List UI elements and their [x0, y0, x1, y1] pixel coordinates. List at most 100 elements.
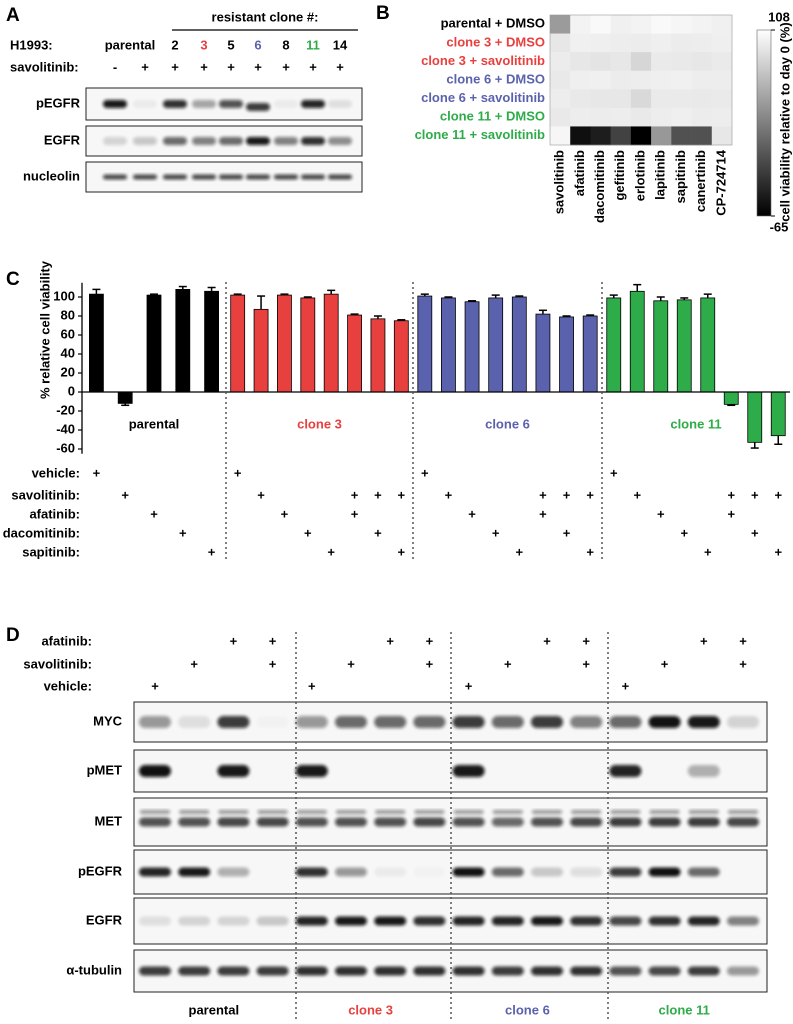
treatment-mark: + — [327, 544, 335, 559]
blot-band — [274, 100, 298, 108]
row-label: clone 11 + savolitinib — [415, 127, 545, 142]
treatment-label: savolitinib: — [11, 487, 80, 502]
group-label: clone 6 — [505, 1002, 550, 1017]
heatmap-cell — [691, 33, 713, 53]
blot-band — [374, 966, 407, 976]
blot-label: pEGFR — [78, 863, 123, 878]
heatmap-cell — [570, 33, 591, 53]
lane-label: 2 — [171, 37, 178, 52]
blot-band — [336, 810, 366, 814]
treatment-mark: + — [426, 633, 434, 648]
treatment-label: vehicle: — [32, 465, 80, 480]
blot-band — [687, 765, 720, 777]
blot-band — [727, 966, 759, 976]
heatmap-cell — [570, 70, 591, 90]
column-label: canertinib — [693, 150, 708, 212]
treatment-mark: + — [704, 544, 712, 559]
blot-band — [609, 966, 642, 976]
error-bar — [538, 309, 547, 315]
heatmap-cell — [590, 126, 611, 146]
blot-band — [687, 716, 720, 728]
heatmap-cell — [570, 89, 591, 109]
heatmap-cell — [651, 89, 672, 109]
heatmap-cell — [570, 107, 591, 127]
treatment-mark: + — [516, 544, 524, 559]
error-bar — [656, 296, 665, 301]
bar — [323, 293, 339, 393]
heatmap-cell — [671, 126, 692, 146]
treatment-mark: + — [308, 678, 316, 693]
treatment-mark: + — [257, 487, 265, 502]
treatment-mark: + — [657, 506, 665, 521]
heatmap-cell — [671, 70, 692, 90]
error-bar — [420, 293, 429, 297]
panel-label: C — [6, 269, 20, 290]
blot-band — [727, 817, 759, 827]
treatment-mark: + — [374, 487, 382, 502]
heatmap-cell — [610, 52, 632, 72]
blot-band — [452, 916, 485, 926]
blot-band — [728, 810, 758, 814]
blot-label: nucleolin — [23, 168, 80, 183]
blot-band — [491, 867, 524, 877]
group-label: parental — [129, 416, 180, 431]
blot-band — [570, 867, 603, 877]
blot-band — [257, 810, 288, 814]
lane-label: parental — [105, 37, 156, 52]
error-bar — [727, 404, 736, 407]
column-label: gefitinib — [612, 150, 627, 201]
blot-band — [374, 716, 407, 728]
treatment-label: dacomitinib: — [3, 525, 80, 540]
bar — [441, 297, 456, 393]
blot-band — [531, 916, 563, 926]
y-tick-label: 20 — [61, 364, 75, 379]
blot-band — [246, 174, 270, 180]
heatmap-cell — [671, 52, 692, 72]
blot-band — [139, 966, 171, 976]
blot-band — [688, 810, 719, 814]
treatment-mark: + — [610, 465, 618, 480]
heatmap-cell — [590, 33, 611, 53]
blot-band — [374, 916, 407, 926]
blot-band — [301, 137, 325, 145]
bar — [89, 293, 104, 393]
blot-band — [491, 966, 524, 976]
blot-band — [531, 817, 563, 827]
blot-band — [687, 966, 720, 976]
treatment-mark: + — [426, 656, 434, 671]
heatmap-cell — [610, 70, 632, 90]
treatment-mark: + — [281, 506, 289, 521]
lane-label: 3 — [200, 37, 207, 52]
blot-band — [413, 916, 446, 926]
error-bar — [178, 285, 187, 290]
heatmap-cell — [570, 52, 591, 72]
blot-band — [648, 817, 681, 827]
blot-band — [139, 817, 171, 827]
treatment-mark: + — [398, 544, 406, 559]
y-tick-label: -60 — [56, 440, 75, 455]
heatmap-cell — [711, 33, 733, 53]
blot-band — [570, 716, 603, 728]
heatmap-cell — [651, 126, 672, 146]
blot-band — [103, 100, 127, 108]
heatmap-cell — [711, 52, 733, 72]
treatment-mark: + — [386, 633, 394, 648]
blot-band — [491, 716, 524, 728]
error-bar — [397, 319, 406, 321]
treatment-mark: + — [751, 525, 759, 540]
bar — [417, 295, 433, 393]
blot-band — [570, 916, 603, 926]
treatment-mark: + — [208, 544, 216, 559]
bar — [770, 391, 786, 437]
treatment-mark: + — [739, 656, 747, 671]
blot-band — [452, 817, 485, 827]
bar — [606, 297, 622, 393]
treatment-mark: + — [227, 59, 235, 74]
heatmap-cell — [691, 107, 713, 127]
treatment-mark: + — [586, 487, 594, 502]
colorbar-title: cell viability relative to day 0 (%) — [777, 22, 792, 221]
error-bar — [609, 294, 618, 298]
error-bar — [491, 294, 500, 298]
blot-band — [256, 966, 289, 976]
treatment-mark: + — [121, 487, 129, 502]
